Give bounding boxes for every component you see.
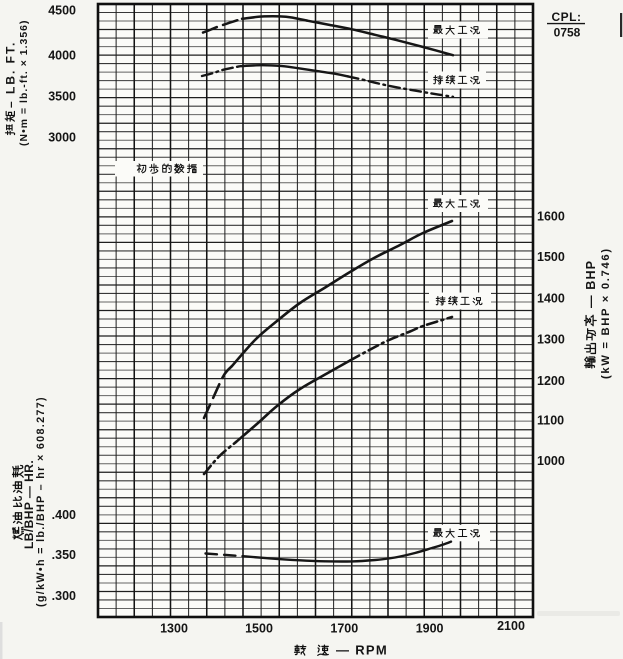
svg-text:1300: 1300 bbox=[537, 333, 565, 347]
svg-text:.350: .350 bbox=[52, 548, 76, 562]
svg-text:LB/BHP — HR.: LB/BHP — HR. bbox=[22, 460, 36, 549]
svg-text:3000: 3000 bbox=[48, 130, 76, 144]
svg-text:1900: 1900 bbox=[416, 621, 444, 635]
svg-text:.400: .400 bbox=[52, 508, 76, 522]
svg-text:— RPM: — RPM bbox=[336, 643, 388, 658]
svg-text:2100: 2100 bbox=[497, 619, 525, 633]
svg-text:3500: 3500 bbox=[48, 89, 76, 103]
svg-text:1300: 1300 bbox=[160, 621, 188, 635]
svg-text:1200: 1200 bbox=[537, 374, 565, 388]
svg-text:(kW = BHP × 0.746): (kW = BHP × 0.746) bbox=[600, 247, 612, 379]
svg-text:1700: 1700 bbox=[330, 621, 358, 635]
svg-text:1500: 1500 bbox=[245, 621, 273, 635]
svg-text:(N•m = lb.-ft. × 1.356): (N•m = lb.-ft. × 1.356) bbox=[19, 19, 30, 146]
svg-text:CPL:: CPL: bbox=[552, 10, 582, 24]
svg-text:— BHP: — BHP bbox=[584, 260, 598, 308]
svg-text:1100: 1100 bbox=[537, 414, 564, 428]
svg-text:(g/kW•h = lb./BHP – hr × 608.2: (g/kW•h = lb./BHP – hr × 608.277) bbox=[35, 396, 47, 607]
svg-text:1600: 1600 bbox=[537, 210, 565, 224]
svg-text:0758: 0758 bbox=[554, 26, 581, 40]
svg-text:.300: .300 bbox=[52, 589, 76, 603]
svg-text:4500: 4500 bbox=[48, 3, 76, 17]
svg-text:1400: 1400 bbox=[537, 291, 565, 305]
svg-text:4000: 4000 bbox=[48, 48, 76, 62]
svg-text:1000: 1000 bbox=[537, 454, 565, 468]
svg-text:1500: 1500 bbox=[537, 250, 565, 264]
svg-text:– LB. FT.: – LB. FT. bbox=[4, 41, 18, 108]
